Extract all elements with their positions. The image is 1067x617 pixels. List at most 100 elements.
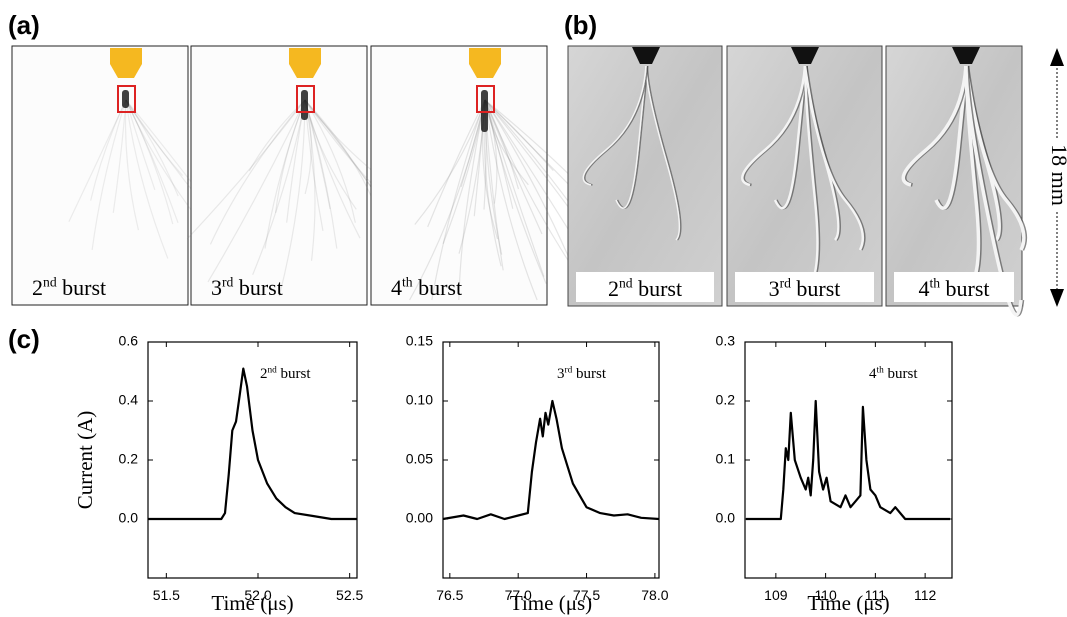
channel (803, 65, 865, 251)
x-tick-label: 76.5 (436, 587, 463, 603)
streamer (304, 99, 356, 223)
x-tick-label: 112 (914, 587, 937, 603)
streamer (304, 99, 316, 261)
y-tick-label: 0.05 (406, 451, 433, 467)
current-trace (442, 399, 660, 521)
burst-label: 3rd burst (557, 365, 607, 382)
channel (582, 65, 647, 186)
channel-shadow (584, 65, 649, 186)
y-tick-label: 0.1 (716, 451, 736, 467)
label-box (576, 272, 714, 302)
panel-label: (a) (8, 10, 40, 40)
streamer (125, 99, 169, 259)
streamer (124, 99, 140, 231)
ordinal-number: 3 (769, 276, 780, 301)
burst-label: 2nd burst (32, 275, 106, 300)
core (122, 90, 129, 108)
x-tick-label: 77.0 (505, 587, 532, 603)
channel (741, 65, 807, 187)
burst-label: 3rd burst (211, 275, 283, 300)
streamer (484, 99, 554, 172)
ordinal-number: 4 (869, 366, 877, 382)
burst-label: 2nd burst (608, 276, 682, 301)
electrode (791, 47, 819, 64)
y-tick-label: 0.15 (406, 333, 433, 349)
label-box (735, 272, 874, 302)
electrode (110, 48, 142, 78)
streamer (484, 99, 545, 277)
ordinal-suffix: nd (43, 275, 57, 290)
ordinal-number: 4 (391, 275, 402, 300)
x-axis-label: Time (μs) (211, 591, 293, 615)
panel-label: (b) (564, 10, 597, 40)
arrow-head (1050, 48, 1064, 66)
ordinal-suffix: nd (619, 276, 633, 291)
x-tick-label: 52.0 (244, 587, 271, 603)
streamer (264, 99, 306, 249)
electrode (952, 47, 980, 64)
streamer (68, 99, 127, 223)
ordinal-suffix: th (929, 276, 940, 291)
ordinal-suffix: rd (780, 276, 792, 291)
electrode (632, 47, 660, 64)
streamer (304, 99, 338, 249)
streamer (484, 99, 547, 284)
electrode (469, 48, 501, 78)
x-tick-label: 77.5 (573, 587, 600, 603)
y-tick-label: 0.0 (716, 510, 736, 526)
x-tick-label: 111 (865, 587, 886, 603)
arrow-head (1050, 289, 1064, 307)
streamer (304, 99, 361, 239)
ordinal-suffix: th (877, 365, 885, 375)
burst-label: 4th burst (391, 275, 462, 300)
plot-frame (147, 341, 358, 579)
panel-label: (c) (8, 324, 40, 354)
current-trace (148, 367, 357, 521)
streamer (91, 99, 127, 251)
burst-word: burst (946, 276, 990, 301)
label-box (894, 272, 1014, 302)
ordinal-number: 2 (608, 276, 619, 301)
streamer (125, 99, 179, 197)
channel (964, 65, 1026, 251)
core (301, 90, 308, 120)
zoom-box (117, 85, 136, 113)
burst-label: 3rd burst (769, 276, 841, 301)
x-tick-label: 52.5 (336, 587, 363, 603)
ordinal-suffix: rd (565, 365, 573, 375)
ordinal-number: 2 (260, 366, 268, 382)
x-tick-label: 110 (814, 587, 837, 603)
x-axis-label: Time (μs) (510, 591, 592, 615)
streamer (484, 99, 498, 204)
burst-word: burst (576, 366, 607, 382)
streamer (207, 99, 306, 283)
y-tick-label: 0.2 (119, 451, 139, 467)
streamer (90, 99, 127, 201)
burst-word: burst (239, 275, 283, 300)
channel (964, 65, 1023, 317)
image-frame (370, 45, 548, 306)
zoom-box (476, 85, 495, 113)
zoom-box (296, 85, 315, 113)
y-tick-label: 0.4 (119, 392, 139, 408)
burst-word: burst (887, 366, 918, 382)
streamer (484, 99, 543, 235)
x-axis-label: Time (μs) (807, 591, 889, 615)
ordinal-number: 3 (211, 275, 222, 300)
streamer (414, 99, 486, 225)
burst-word: burst (62, 275, 106, 300)
burst-label: 4th burst (918, 276, 989, 301)
electrode (289, 48, 321, 78)
streamer (125, 99, 174, 225)
ordinal-suffix: th (402, 275, 413, 290)
y-tick-label: 0.2 (716, 392, 736, 408)
scale-bg (1047, 140, 1067, 210)
channel (901, 65, 968, 187)
y-tick-label: 0.00 (406, 510, 433, 526)
streamer (484, 99, 520, 190)
ordinal-number: 4 (918, 276, 929, 301)
x-tick-label: 78.0 (641, 587, 668, 603)
burst-word: burst (418, 275, 462, 300)
streamer (209, 99, 306, 245)
